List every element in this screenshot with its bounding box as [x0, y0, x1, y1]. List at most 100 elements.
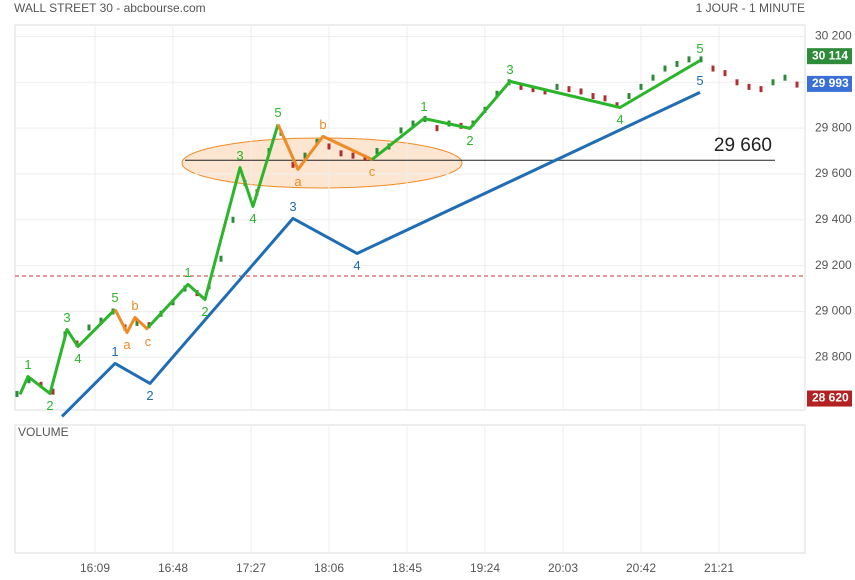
highlight-ellipse — [181, 137, 463, 189]
x-tick-label: 20:42 — [626, 561, 656, 575]
x-tick-label: 16:48 — [158, 561, 188, 575]
wave-line — [18, 308, 117, 396]
price-bar — [99, 317, 103, 324]
price-bar — [291, 161, 295, 168]
x-tick-label: 21:21 — [704, 561, 734, 575]
wave-label: 2 — [466, 133, 473, 148]
price-bar — [303, 152, 307, 159]
price-bar — [411, 120, 415, 127]
price-bar — [735, 79, 739, 86]
wave-label: 3 — [506, 62, 513, 77]
wave-label: 4 — [353, 258, 360, 273]
chart-subtitle: 1 JOUR - 1 MINUTE — [696, 1, 805, 15]
price-tag — [807, 75, 852, 92]
price-bar — [639, 83, 643, 90]
level-label: 29 660 — [714, 135, 772, 156]
y-tick-label: 28 800 — [815, 349, 852, 363]
price-bar — [723, 70, 727, 77]
price-bar — [663, 65, 667, 72]
x-tick-label: 20:03 — [548, 561, 578, 575]
volume-label: VOLUME — [18, 425, 69, 439]
price-bar — [363, 154, 367, 161]
wave-label: 1 — [420, 99, 427, 114]
wave-label: 1 — [24, 357, 31, 372]
price-tag-label: 30 114 — [812, 48, 848, 62]
price-bar — [51, 388, 55, 395]
price-bar — [603, 95, 607, 102]
wave-label: 4 — [74, 351, 81, 366]
wave-label: c — [369, 164, 376, 179]
y-tick-label: 29 200 — [815, 258, 852, 272]
price-bar — [567, 86, 571, 93]
price-tag — [807, 390, 852, 407]
wave-label: 5 — [696, 73, 703, 88]
wave-label: b — [131, 298, 138, 313]
wave-label: 3 — [63, 310, 70, 325]
price-bar — [771, 79, 775, 86]
price-tag-label: 29 993 — [812, 76, 849, 90]
y-tick-label: 29 800 — [815, 120, 852, 134]
x-tick-label: 18:06 — [314, 561, 344, 575]
wave-label: 3 — [236, 148, 243, 163]
chart-title: WALL STREET 30 - abcbourse.com — [14, 1, 206, 15]
price-bar — [327, 143, 331, 150]
grid — [15, 25, 805, 553]
price-bar — [687, 56, 691, 63]
wave-label: a — [123, 337, 131, 352]
wave-label: 3 — [289, 199, 296, 214]
price-bar — [699, 56, 703, 63]
y-tick-label: 29 400 — [815, 212, 852, 226]
price-bar — [747, 83, 751, 90]
wave-label: 4 — [249, 211, 256, 226]
price-bar — [27, 377, 31, 384]
price-bar — [339, 150, 343, 157]
y-tick-label: 29 000 — [815, 304, 852, 318]
wave-label: 5 — [696, 41, 703, 56]
price-bar — [135, 319, 139, 326]
y-tick-label: 30 200 — [815, 29, 852, 43]
price-bar — [675, 60, 679, 67]
price-bar — [375, 148, 379, 155]
volume-panel — [14, 424, 806, 554]
wave-label: a — [294, 174, 302, 189]
x-tick-label: 19:24 — [470, 561, 500, 575]
price-panel — [14, 24, 806, 411]
price-tag — [807, 48, 852, 65]
price-bar — [435, 125, 439, 132]
wave-label: 4 — [616, 112, 623, 127]
price-bar — [651, 74, 655, 81]
x-tick-label: 17:27 — [236, 561, 266, 575]
wave-label: b — [319, 117, 326, 132]
price-bar — [399, 127, 403, 134]
wave-label: 5 — [111, 290, 118, 305]
wave-label: 2 — [46, 398, 53, 413]
price-bar — [219, 255, 223, 262]
wave-line — [146, 124, 280, 329]
price-bar — [543, 88, 547, 95]
price-bar — [615, 102, 619, 109]
price-bar — [351, 152, 355, 159]
wave-label: c — [145, 334, 152, 349]
price-bar — [555, 83, 559, 90]
x-tick-label: 16:09 — [80, 561, 110, 575]
price-bar — [711, 65, 715, 72]
wave-line — [60, 91, 701, 418]
price-bar — [627, 93, 631, 100]
price-bar — [519, 83, 523, 90]
wave-line — [371, 59, 701, 161]
wave-line — [113, 308, 150, 335]
price-bar — [231, 216, 235, 223]
price-bar — [795, 81, 799, 88]
marks — [15, 56, 805, 418]
price-bar — [495, 90, 499, 97]
price-bar — [783, 74, 787, 81]
wave-label: 5 — [274, 105, 281, 120]
x-tick-label: 18:45 — [392, 561, 422, 575]
y-tick-label: 29 600 — [815, 166, 852, 180]
price-bar — [759, 86, 763, 93]
price-bar — [579, 88, 583, 95]
wave-line — [276, 123, 373, 171]
wave-label: 1 — [184, 265, 191, 280]
price-bar — [87, 324, 91, 331]
